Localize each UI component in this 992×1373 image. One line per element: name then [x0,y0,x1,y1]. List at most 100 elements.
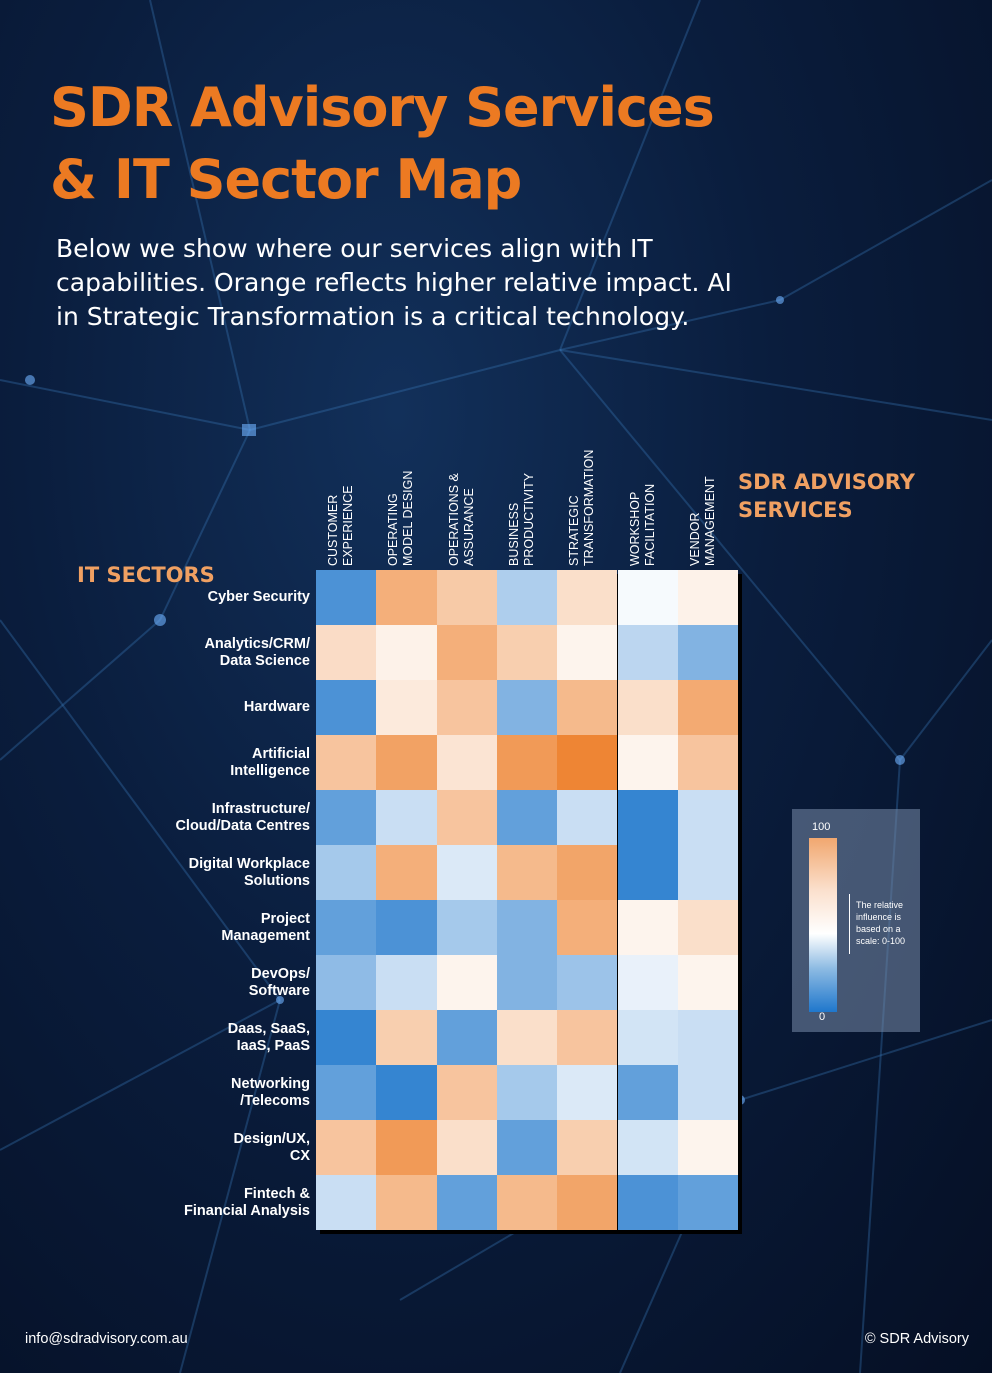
column-header: OPERATIONS & ASSURANCE [437,432,497,566]
heatmap-cell [677,1175,739,1230]
heatmap-cell [496,1175,558,1230]
intro-text: Below we show where our services align w… [56,234,732,331]
heatmap-cell [436,1065,497,1120]
heatmap-cell [436,680,497,735]
heatmap-cell [496,1120,558,1175]
heatmap-cell [376,570,437,625]
heatmap-cell [677,735,739,790]
heatmap-cell [617,900,678,955]
heatmap-cell [316,1065,377,1120]
row-header: Artificial Intelligence [230,745,310,779]
heatmap-cell [677,790,739,845]
heatmap-cell [316,570,377,625]
heatmap-cell [677,625,739,680]
row-header: DevOps/ Software [248,965,310,999]
heatmap-cell [496,1010,558,1065]
heatmap-cell [557,735,618,790]
title-line-1: SDR Advisory Services [50,76,715,139]
heatmap-cell [617,1175,678,1230]
heatmap-cell [617,625,678,680]
heatmap-cell [557,570,618,625]
legend-note: The relative influence is based on a sca… [856,900,906,946]
title-line-2: & IT Sector Map [50,148,522,211]
column-header: CUSTOMER EXPERIENCE [316,432,376,566]
heatmap-cell [496,955,558,1010]
heatmap-cell [617,955,678,1010]
heatmap-cell [376,680,437,735]
heatmap-cell [436,845,497,900]
heatmap-cell [376,1175,437,1230]
legend-gradient-bar [809,838,837,1012]
legend-min-label: 0 [819,1011,826,1023]
heatmap-cell [436,735,497,790]
heatmap-cell [436,1010,497,1065]
row-header: Fintech & Financial Analysis [184,1185,310,1219]
heatmap-cell [677,1120,739,1175]
heatmap-cell [677,1010,739,1065]
heatmap-cell [376,955,437,1010]
heatmap-cell [376,900,437,955]
heatmap-cell [557,845,618,900]
color-scale-legend: 100 0 The relative influence is based on… [792,809,920,1032]
heatmap-cell [436,955,497,1010]
column-header-label: STRATEGIC TRANSFORMATION [567,449,597,566]
column-header: VENDOR MANAGEMENT [678,432,738,566]
page-title: SDR Advisory Services & IT Sector Map [50,72,715,216]
heatmap-cell [557,1065,618,1120]
heatmap-cell [496,625,558,680]
footer-copyright: © SDR Advisory [864,1331,969,1347]
row-header: Design/UX, CX [233,1130,310,1164]
column-header: BUSINESS PRODUCTIVITY [497,432,557,566]
heatmap-cell [496,735,558,790]
legend-max-label: 100 [812,821,831,833]
heatmap-cell [436,790,497,845]
heatmap-cell [557,1175,618,1230]
heatmap-cell [496,1065,558,1120]
heatmap-cell [677,570,739,625]
heatmap-cell [617,845,678,900]
heatmap-cell [557,625,618,680]
heatmap-grid [316,570,739,1230]
heatmap-cell [496,680,558,735]
heatmap-cell [316,955,377,1010]
heatmap-cell [617,1010,678,1065]
row-header: Infrastructure/ Cloud/Data Centres [175,800,310,834]
heatmap-cell [496,845,558,900]
heatmap-cell [376,790,437,845]
heatmap-cell [496,900,558,955]
heatmap-cell [376,735,437,790]
sectors-axis-label: IT SECTORS [77,563,215,587]
row-header: Project Management [221,910,310,944]
heatmap-cell [376,1120,437,1175]
column-header-label: WORKSHOP FACILITATION [627,483,657,566]
column-header-label: CUSTOMER EXPERIENCE [326,485,355,566]
legend-divider [849,894,850,954]
heatmap-cell [617,1120,678,1175]
heatmap-cell [376,1010,437,1065]
heatmap-cell [617,1065,678,1120]
heatmap-cell [376,845,437,900]
row-header: Daas, SaaS, IaaS, PaaS [227,1020,310,1054]
heatmap-cell [617,790,678,845]
heatmap-cell [436,570,497,625]
heatmap-cell [436,1120,497,1175]
heatmap-cell [376,625,437,680]
column-header: OPERATING MODEL DESIGN [376,432,436,566]
row-header: Networking /Telecoms [231,1075,310,1109]
heatmap-cell [436,900,497,955]
heatmap-cell [316,680,377,735]
heatmap-cell [436,1175,497,1230]
heatmap-cell [677,845,739,900]
heatmap-cell [316,625,377,680]
column-header-label: VENDOR MANAGEMENT [687,476,717,566]
heatmap-cell [316,1175,377,1230]
footer-email[interactable]: info@sdradvisory.com.au [25,1331,188,1347]
heatmap-cell [316,1120,377,1175]
heatmap-cell [316,735,377,790]
row-header: Analytics/CRM/ Data Science [204,635,310,669]
column-header-label: BUSINESS PRODUCTIVITY [506,472,536,566]
column-header-label: OPERATING MODEL DESIGN [386,470,416,566]
heatmap-cell [557,955,618,1010]
heatmap-cell [316,845,377,900]
heatmap-cell [677,680,739,735]
